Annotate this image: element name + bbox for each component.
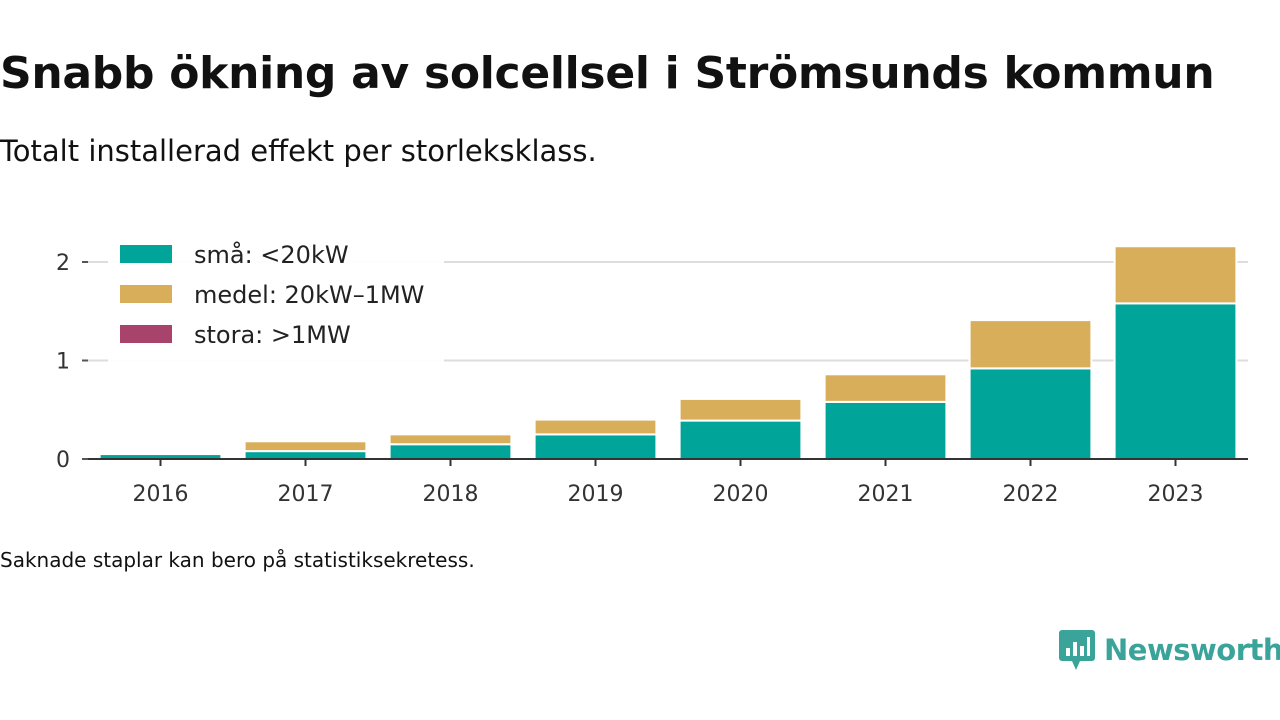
legend-label: medel: 20kW–1MW: [194, 281, 424, 309]
bar-2017-series-0: [243, 450, 368, 460]
bar-2020-series-1: [678, 397, 803, 422]
legend-label: stora: >1MW: [194, 321, 351, 349]
stacked-bar-chart: 0 1 2 2016 2017 2018 2019 2020 2021 2022 2023 små…: [56, 236, 1248, 507]
newsworthy-logo: Newsworthy: [1058, 628, 1280, 672]
bars: [98, 245, 1238, 461]
x-tick-label: 2023: [1148, 482, 1204, 507]
newsworthy-logo-icon: [1059, 630, 1095, 670]
x-axis: 2016 2017 2018 2019 2020 2021 2022 2023: [88, 458, 1248, 507]
x-tick-label: 2018: [423, 482, 479, 507]
bar-2018-series-1: [388, 433, 513, 446]
chart-subtitle: Totalt installerad effekt per storlekskl…: [0, 134, 597, 168]
bar-2018-series-0: [388, 443, 513, 461]
legend-swatch: [120, 245, 172, 263]
x-tick-label: 2016: [133, 482, 189, 507]
x-tick-label: 2022: [1003, 482, 1059, 507]
bar-2022-series-1: [968, 319, 1093, 370]
bar-2023-series-1: [1113, 245, 1238, 305]
legend-swatch: [120, 325, 172, 343]
bar-2021-series-1: [823, 373, 948, 403]
legend: små: <20kW medel: 20kW–1MW stora: >1MW: [108, 236, 444, 362]
y-tick-label: 0: [56, 448, 70, 473]
x-tick-label: 2020: [713, 482, 769, 507]
x-tick-label: 2021: [858, 482, 914, 507]
bar-2020-series-0: [678, 419, 803, 460]
legend-swatch: [120, 285, 172, 303]
legend-label: små: <20kW: [194, 240, 349, 269]
bar-2022-series-0: [968, 367, 1093, 461]
logo-text: Newsworthy: [1104, 633, 1280, 667]
bar-2023-series-0: [1113, 302, 1238, 460]
bar-2019-series-1: [533, 418, 658, 436]
y-tick-label: 1: [56, 350, 70, 375]
y-tick-label: 2: [56, 251, 70, 276]
bar-2019-series-0: [533, 433, 658, 460]
bar-2021-series-0: [823, 400, 948, 460]
footnote: Saknade staplar kan bero på statistiksek…: [0, 548, 475, 572]
bar-2017-series-1: [243, 440, 368, 453]
x-tick-label: 2019: [568, 482, 624, 507]
chart-title: Snabb ökning av solcellsel i Strömsunds …: [0, 48, 1215, 99]
x-tick-label: 2017: [278, 482, 334, 507]
